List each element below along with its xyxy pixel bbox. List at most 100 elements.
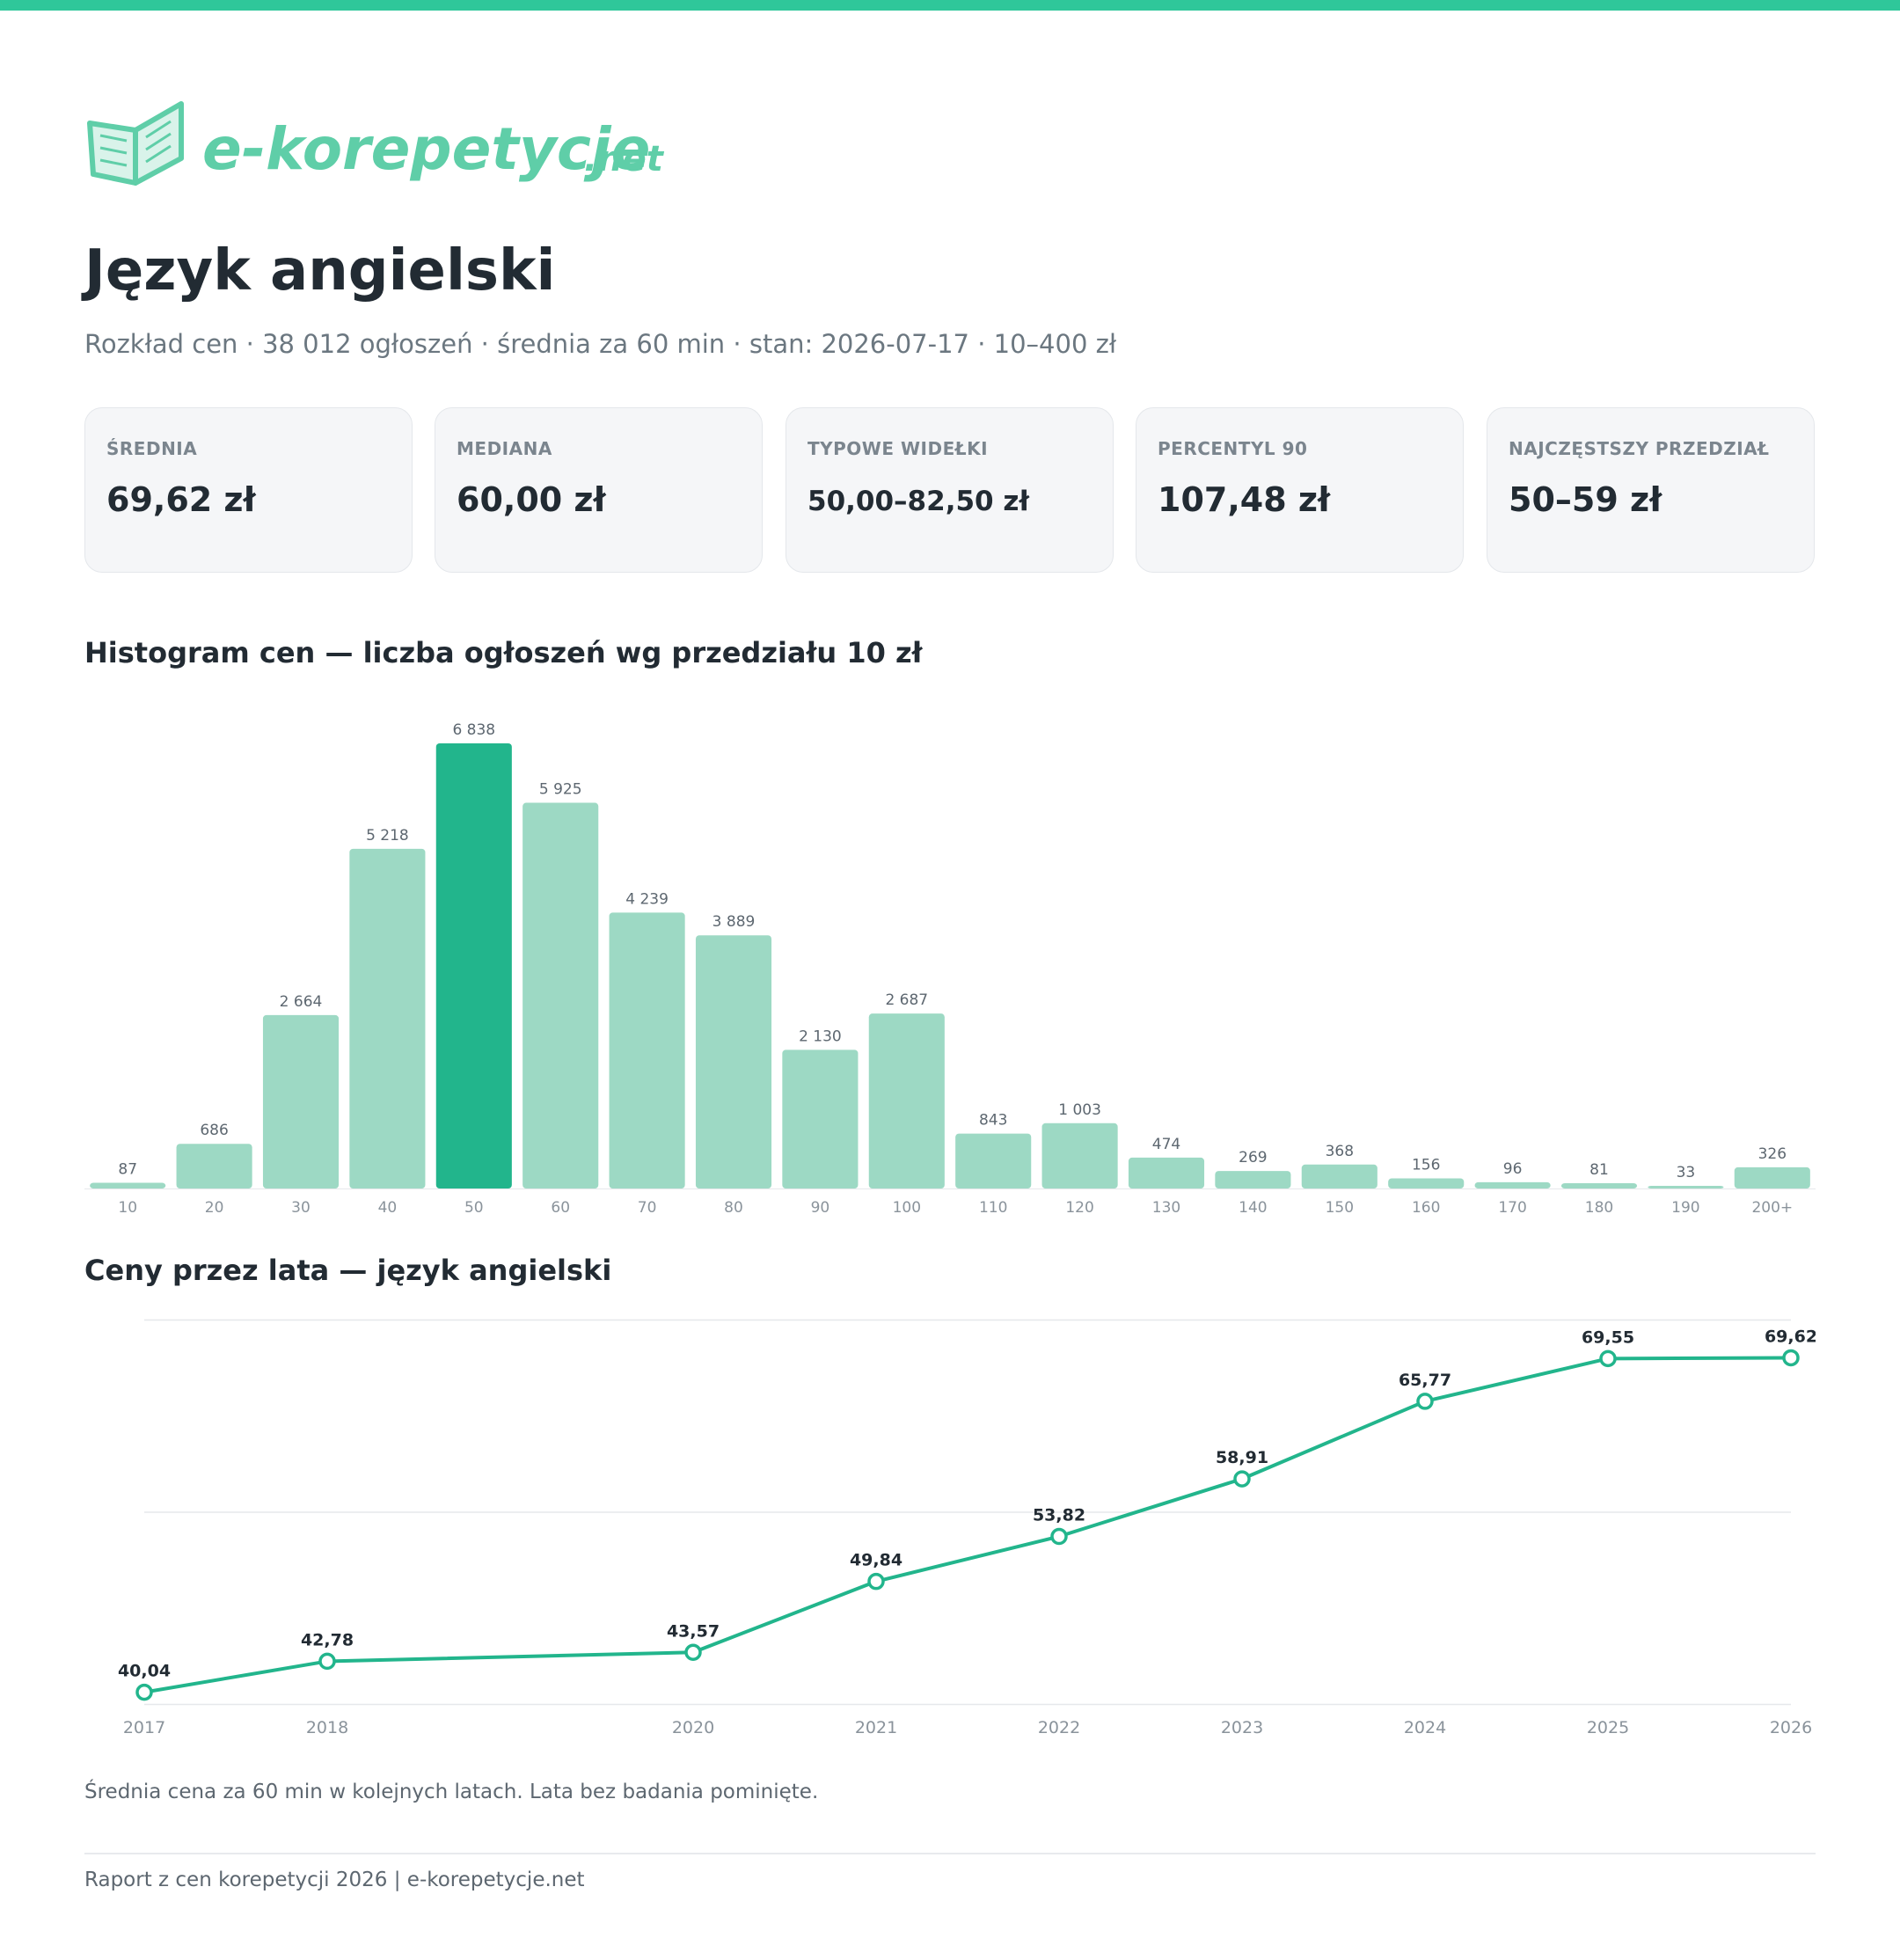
x-tick-label: 2018 xyxy=(306,1718,348,1737)
x-tick-label: 140 xyxy=(1239,1199,1267,1217)
stats-cards: ŚREDNIA 69,62 zł MEDIANA 60,00 zł TYPOWE… xyxy=(84,407,1816,574)
top-accent-bar xyxy=(0,0,1900,11)
point-value-label: 43,57 xyxy=(667,1621,720,1641)
footer-divider xyxy=(84,1853,1816,1854)
stat-card-mean: ŚREDNIA 69,62 zł xyxy=(84,407,413,573)
bar-value-label: 2 130 xyxy=(799,1028,842,1045)
bar-value-label: 156 xyxy=(1412,1156,1440,1174)
stat-label: PERCENTYL 90 xyxy=(1158,438,1308,459)
x-tick-label: 130 xyxy=(1152,1199,1180,1217)
stat-value: 107,48 zł xyxy=(1158,480,1331,519)
point-value-label: 58,91 xyxy=(1216,1448,1268,1467)
histogram-bar xyxy=(695,935,772,1188)
logo[interactable]: e-korepetycje .net xyxy=(83,97,681,194)
histogram-bar xyxy=(1388,1178,1465,1188)
x-tick-label: 150 xyxy=(1326,1199,1354,1217)
page-title: Język angielski xyxy=(84,238,556,304)
histogram-bar xyxy=(955,1133,1032,1188)
histogram-bar xyxy=(1041,1123,1118,1188)
stat-label: ŚREDNIA xyxy=(106,438,198,459)
histogram-bar xyxy=(262,1014,340,1188)
bar-value-label: 843 xyxy=(979,1112,1007,1130)
series-line xyxy=(143,1356,1792,1694)
stat-value: 69,62 zł xyxy=(106,480,256,519)
logo-graphic: e-korepetycje .net xyxy=(87,101,665,186)
bar-value-label: 368 xyxy=(1326,1143,1354,1160)
line-chart: 40,04 2017 42,78 2018 43,57 2020 49,84 2021 53,8… xyxy=(118,1319,1816,1737)
x-tick-label: 2024 xyxy=(1404,1718,1446,1737)
x-tick-label: 170 xyxy=(1498,1199,1526,1217)
x-tick-label: 160 xyxy=(1412,1199,1440,1217)
x-tick-label: 110 xyxy=(979,1199,1007,1217)
point-value-label: 65,77 xyxy=(1399,1371,1451,1390)
x-tick-label: 2021 xyxy=(855,1718,897,1737)
stat-label: MEDIANA xyxy=(457,438,552,459)
logo-suffix: .net xyxy=(584,139,665,179)
x-tick-label: 30 xyxy=(291,1199,311,1217)
chart-note: Średnia cena za 60 min w kolejnych latac… xyxy=(84,1781,819,1803)
histogram-title: Histogram cen — liczba ogłoszeń wg przed… xyxy=(84,636,923,669)
page-subtitle: Rozkład cen · 38 012 ogłoszeń · średnia … xyxy=(84,329,1117,359)
bar-value-label: 269 xyxy=(1239,1149,1267,1166)
x-tick-label: 90 xyxy=(811,1199,830,1217)
bar-value-label: 6 838 xyxy=(452,721,495,739)
data-point xyxy=(1416,1393,1434,1410)
x-tick-label: 2025 xyxy=(1587,1718,1629,1737)
data-point xyxy=(867,1572,885,1591)
x-tick-label: 2022 xyxy=(1038,1718,1080,1737)
x-tick-label: 10 xyxy=(118,1199,137,1217)
x-tick-label: 2026 xyxy=(1770,1718,1812,1737)
data-point xyxy=(1782,1349,1800,1367)
bar-value-label: 1 003 xyxy=(1058,1101,1101,1119)
x-tick-label: 180 xyxy=(1585,1199,1613,1217)
line-chart-title: Ceny przez lata — język angielski xyxy=(84,1254,612,1287)
histogram-bar xyxy=(1474,1181,1551,1188)
data-point xyxy=(318,1652,336,1671)
bar-value-label: 3 889 xyxy=(712,913,756,931)
histogram-bar xyxy=(1560,1183,1638,1188)
data-point xyxy=(1599,1349,1617,1368)
histogram-bar xyxy=(1215,1171,1291,1188)
histogram-bar xyxy=(90,1182,166,1188)
histogram-bar xyxy=(609,912,685,1188)
bar-value-label: 33 xyxy=(1677,1164,1696,1181)
bar-value-label: 96 xyxy=(1503,1160,1523,1178)
x-tick-label: 120 xyxy=(1065,1199,1093,1217)
stat-label: NAJCZĘSTSZY PRZEDZIAŁ xyxy=(1509,438,1770,459)
point-value-label: 49,84 xyxy=(850,1551,902,1570)
histogram-bar xyxy=(176,1144,252,1188)
data-point xyxy=(1050,1527,1068,1546)
histogram-bar xyxy=(868,1013,945,1188)
histogram-chart: 87 10 686 20 2 664 30 5 218 40 6 838 50 5 925 60 4 2… xyxy=(84,721,1816,1217)
stat-card-most-common-range: NAJCZĘSTSZY PRZEDZIAŁ 50–59 zł xyxy=(1487,407,1815,573)
bar-value-label: 326 xyxy=(1758,1145,1787,1163)
histogram-bar xyxy=(782,1049,859,1188)
bar-value-label: 5 925 xyxy=(539,781,582,799)
point-value-label: 53,82 xyxy=(1033,1506,1085,1525)
histogram-bar xyxy=(1648,1186,1724,1188)
x-tick-label: 2020 xyxy=(672,1718,714,1737)
stat-value: 60,00 zł xyxy=(457,480,606,519)
x-tick-label: 80 xyxy=(724,1199,743,1217)
stat-value: 50,00–82,50 zł xyxy=(808,486,1029,517)
bar-value-label: 2 687 xyxy=(885,991,928,1009)
bar-value-label: 474 xyxy=(1152,1136,1180,1153)
histogram-bar xyxy=(349,848,426,1188)
point-value-label: 69,55 xyxy=(1582,1327,1634,1347)
x-tick-label: 50 xyxy=(464,1199,484,1217)
data-point xyxy=(135,1683,153,1701)
data-point xyxy=(1233,1470,1251,1488)
x-tick-label: 100 xyxy=(893,1199,921,1217)
stat-card-median: MEDIANA 60,00 zł xyxy=(435,407,763,573)
footer-text: Raport z cen korepetycji 2026 | e-korepe… xyxy=(84,1869,585,1891)
logo-text: e-korepetycje xyxy=(202,115,650,183)
bar-value-label: 87 xyxy=(118,1161,137,1179)
stat-value: 50–59 zł xyxy=(1509,480,1662,519)
x-tick-label: 40 xyxy=(378,1199,398,1217)
x-tick-label: 70 xyxy=(638,1199,657,1217)
point-value-label: 42,78 xyxy=(301,1630,354,1649)
bar-value-label: 5 218 xyxy=(366,827,409,845)
x-tick-label: 2023 xyxy=(1221,1718,1263,1737)
bar-value-label: 81 xyxy=(1589,1161,1609,1179)
x-tick-label: 2017 xyxy=(123,1718,165,1737)
